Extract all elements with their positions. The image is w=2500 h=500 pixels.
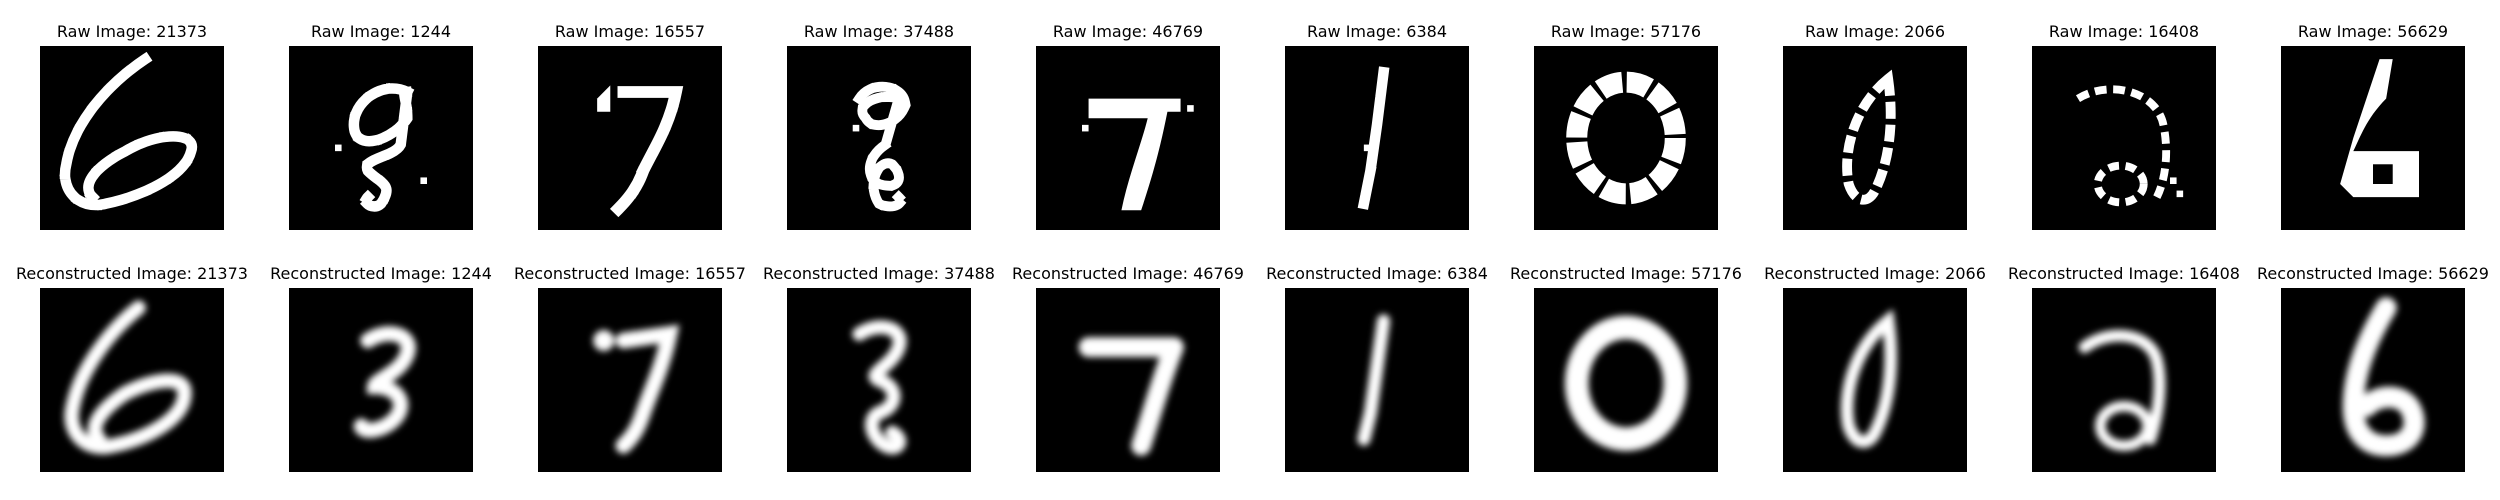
raw-caption: Raw Image: 21373 [56, 22, 208, 41]
raw-caption: Raw Image: 16557 [554, 22, 706, 41]
reconstructed-caption: Reconstructed Image: 2066 [1764, 264, 1986, 283]
raw-panel-16557: Raw Image: 16557 [538, 22, 722, 230]
raw-panel-37488: Raw Image: 37488 [787, 22, 971, 230]
reconstructed-panel-21373: Reconstructed Image: 21373 [16, 264, 248, 472]
digit-image [2032, 46, 2216, 230]
raw-panel-56629: Raw Image: 56629 [2281, 22, 2465, 230]
reconstructed-caption: Reconstructed Image: 1244 [270, 264, 492, 283]
digit-image [2281, 46, 2465, 230]
digit-image [1285, 46, 1469, 230]
digit-image [289, 288, 473, 472]
digit-image [1534, 288, 1718, 472]
raw-panel-46769: Raw Image: 46769 [1036, 22, 1220, 230]
reconstructed-panel-6384: Reconstructed Image: 6384 [1266, 264, 1488, 472]
reconstructed-caption: Reconstructed Image: 21373 [16, 264, 248, 283]
raw-panel-57176: Raw Image: 57176 [1534, 22, 1718, 230]
reconstructed-panel-57176: Reconstructed Image: 57176 [1510, 264, 1742, 472]
raw-panel-21373: Raw Image: 21373 [40, 22, 224, 230]
reconstructed-caption: Reconstructed Image: 16408 [2008, 264, 2240, 283]
raw-caption: Raw Image: 37488 [803, 22, 955, 41]
raw-panel-16408: Raw Image: 16408 [2032, 22, 2216, 230]
raw-panel-2066: Raw Image: 2066 [1783, 22, 1967, 230]
reconstructed-panel-2066: Reconstructed Image: 2066 [1764, 264, 1986, 472]
reconstructed-panel-46769: Reconstructed Image: 46769 [1012, 264, 1244, 472]
digit-image [1783, 46, 1967, 230]
digit-image [1534, 46, 1718, 230]
digit-image [1036, 46, 1220, 230]
raw-caption: Raw Image: 16408 [2048, 22, 2200, 41]
digit-image [2281, 288, 2465, 472]
raw-caption: Raw Image: 6384 [1306, 22, 1448, 41]
digit-image [2032, 288, 2216, 472]
raw-caption: Raw Image: 2066 [1804, 22, 1946, 41]
digit-image [787, 288, 971, 472]
reconstructed-caption: Reconstructed Image: 57176 [1510, 264, 1742, 283]
digit-image [787, 46, 971, 230]
digit-image [538, 46, 722, 230]
raw-caption: Raw Image: 46769 [1052, 22, 1204, 41]
raw-panel-6384: Raw Image: 6384 [1285, 22, 1469, 230]
digit-image [1036, 288, 1220, 472]
digit-image [538, 288, 722, 472]
raw-caption: Raw Image: 57176 [1550, 22, 1702, 41]
reconstructed-caption: Reconstructed Image: 56629 [2257, 264, 2489, 283]
reconstructed-caption: Reconstructed Image: 37488 [763, 264, 995, 283]
reconstructed-panel-16408: Reconstructed Image: 16408 [2008, 264, 2240, 472]
reconstructed-caption: Reconstructed Image: 6384 [1266, 264, 1488, 283]
digit-image [40, 46, 224, 230]
reconstructed-panel-37488: Reconstructed Image: 37488 [763, 264, 995, 472]
reconstructed-panel-16557: Reconstructed Image: 16557 [514, 264, 746, 472]
raw-caption: Raw Image: 1244 [310, 22, 452, 41]
digit-image [1783, 288, 1967, 472]
reconstructed-panel-1244: Reconstructed Image: 1244 [270, 264, 492, 472]
reconstructed-caption: Reconstructed Image: 16557 [514, 264, 746, 283]
reconstructed-caption: Reconstructed Image: 46769 [1012, 264, 1244, 283]
digit-image [1285, 288, 1469, 472]
raw-caption: Raw Image: 56629 [2297, 22, 2449, 41]
digit-image [289, 46, 473, 230]
reconstructed-panel-56629: Reconstructed Image: 56629 [2257, 264, 2489, 472]
digit-image [40, 288, 224, 472]
raw-panel-1244: Raw Image: 1244 [289, 22, 473, 230]
